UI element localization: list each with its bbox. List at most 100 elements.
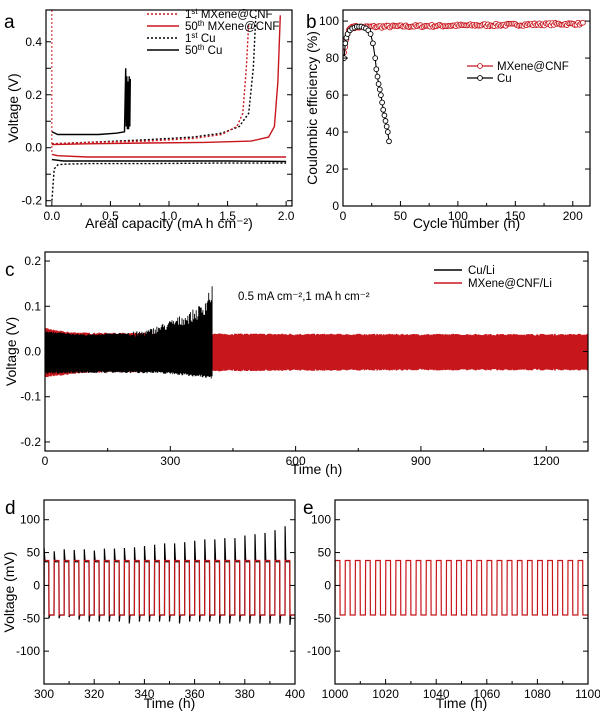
y-tick-label: -0.2	[20, 435, 41, 449]
data-point-cu	[370, 40, 376, 47]
series-line	[51, 153, 287, 158]
data-point-cu	[383, 123, 390, 130]
x-axis-label: Cycle number (n)	[413, 215, 520, 231]
series-line	[51, 68, 131, 136]
panel-c: 0 300 600 900 1200 -0.2 -0.1 0.0 0.1 0.2 c Time (h)…	[3, 251, 589, 477]
panel-letter: a	[4, 12, 15, 33]
data-point-cu	[382, 118, 389, 124]
legend-text: 1	[185, 9, 191, 21]
x-tick-label: 200	[563, 209, 583, 223]
x-tick-label: 50	[394, 209, 408, 223]
x-tick-label: 100	[448, 209, 468, 223]
legend-entry: 50th Cu	[185, 43, 222, 58]
y-axis-label: Voltage (V)	[5, 73, 21, 142]
legend-text: MXene@CNF	[204, 21, 279, 33]
x-tick-label: 2.0	[278, 209, 295, 223]
x-axis-label: Time (h)	[436, 695, 488, 711]
x-tick-label: 400	[285, 687, 305, 701]
y-tick-label: -0.1	[20, 390, 41, 404]
legend-marker	[477, 63, 483, 69]
series-line-mxene	[335, 559, 588, 616]
y-tick-label: 0.1	[24, 299, 41, 313]
legend-text: Cu	[198, 33, 216, 45]
series-line-mxene	[44, 559, 295, 616]
x-tick-label: 1.5	[219, 209, 236, 223]
x-axis-label: Time (h)	[291, 461, 343, 477]
legend-text: 1	[185, 33, 191, 45]
x-tick-label: 1060	[473, 687, 500, 701]
panel-letter: e	[303, 498, 314, 519]
x-tick-label: 1.0	[161, 209, 178, 223]
y-tick-label: 80	[326, 51, 340, 65]
panel-letter: d	[5, 498, 16, 519]
y-axis-label: Coulombic efficiency (%)	[304, 31, 320, 185]
x-tick-label: 300	[34, 687, 54, 701]
y-tick-label: 60	[326, 88, 340, 102]
legend-superscript: th	[198, 19, 205, 28]
panel-letter: c	[5, 260, 15, 281]
x-tick-label: 1200	[533, 454, 560, 468]
series-line	[51, 23, 250, 145]
panel-letter: b	[306, 12, 317, 33]
x-tick-label: 300	[160, 454, 180, 468]
x-axis-label: Areal capacity (mA h cm⁻²)	[85, 215, 253, 231]
data-point-cu	[373, 66, 380, 73]
y-tick-label: 0.0	[25, 141, 42, 155]
y-tick-label: 50	[318, 546, 332, 560]
series-band-cu	[45, 286, 213, 379]
data-point-cu	[384, 129, 391, 135]
y-tick-label: 50	[27, 546, 41, 560]
y-tick-label: -100	[307, 644, 331, 658]
legend-entry: MXene@CNF/Li	[468, 278, 552, 290]
series-line	[51, 17, 257, 145]
x-tick-label: 0	[42, 454, 49, 468]
series-line	[51, 15, 281, 146]
plot-frame	[45, 9, 293, 207]
x-tick-label: 1000	[322, 687, 349, 701]
x-tick-label: 1040	[423, 687, 450, 701]
legend-entry: Cu	[497, 73, 512, 85]
legend-superscript: st	[191, 31, 198, 40]
series-line-cu	[343, 26, 390, 142]
legend-entry: 1st MXene@CNF	[185, 7, 273, 22]
x-tick-label: 320	[84, 687, 104, 701]
legend-text: 50	[185, 45, 198, 57]
y-tick-label: -0.2	[21, 194, 42, 208]
x-tick-label: 1080	[524, 687, 551, 701]
x-tick-label: 600	[286, 454, 306, 468]
y-axis-label: Voltage (mV)	[1, 552, 17, 633]
series-line	[51, 162, 287, 201]
x-tick-label: 150	[505, 209, 525, 223]
data-point-cu	[379, 99, 385, 106]
data-point-cu	[375, 81, 382, 87]
legend-text: MXene@CNF	[198, 9, 273, 21]
data-point-cu	[374, 73, 381, 80]
data-point-cu	[372, 55, 379, 61]
plot-frame	[342, 9, 591, 207]
y-axis-label: Voltage (V)	[3, 317, 19, 386]
y-tick-label: -50	[314, 611, 332, 625]
y-tick-label: 0.4	[25, 35, 42, 49]
legend-marker	[477, 75, 483, 81]
y-tick-label: 0.0	[24, 345, 41, 359]
data-point-cu	[367, 31, 374, 37]
data-point-cu	[343, 40, 349, 47]
x-tick-label: 0	[340, 209, 347, 223]
x-axis-label: Time (h)	[144, 695, 196, 711]
y-tick-label: 40	[326, 125, 340, 139]
y-tick-label: -100	[16, 644, 40, 658]
legend-entry: 1st Cu	[185, 31, 216, 46]
x-tick-label: 380	[235, 687, 255, 701]
x-tick-label: 900	[411, 454, 431, 468]
series-line	[51, 158, 287, 163]
y-tick-label: -50	[23, 611, 41, 625]
x-tick-label: 1020	[372, 687, 399, 701]
data-point-mxene	[580, 19, 586, 26]
legend-text: 50	[185, 21, 198, 33]
legend-entry: Cu/Li	[468, 265, 495, 277]
data-point-cu	[386, 138, 392, 145]
legend-superscript: st	[191, 7, 198, 16]
x-tick-label: 0.0	[44, 209, 61, 223]
